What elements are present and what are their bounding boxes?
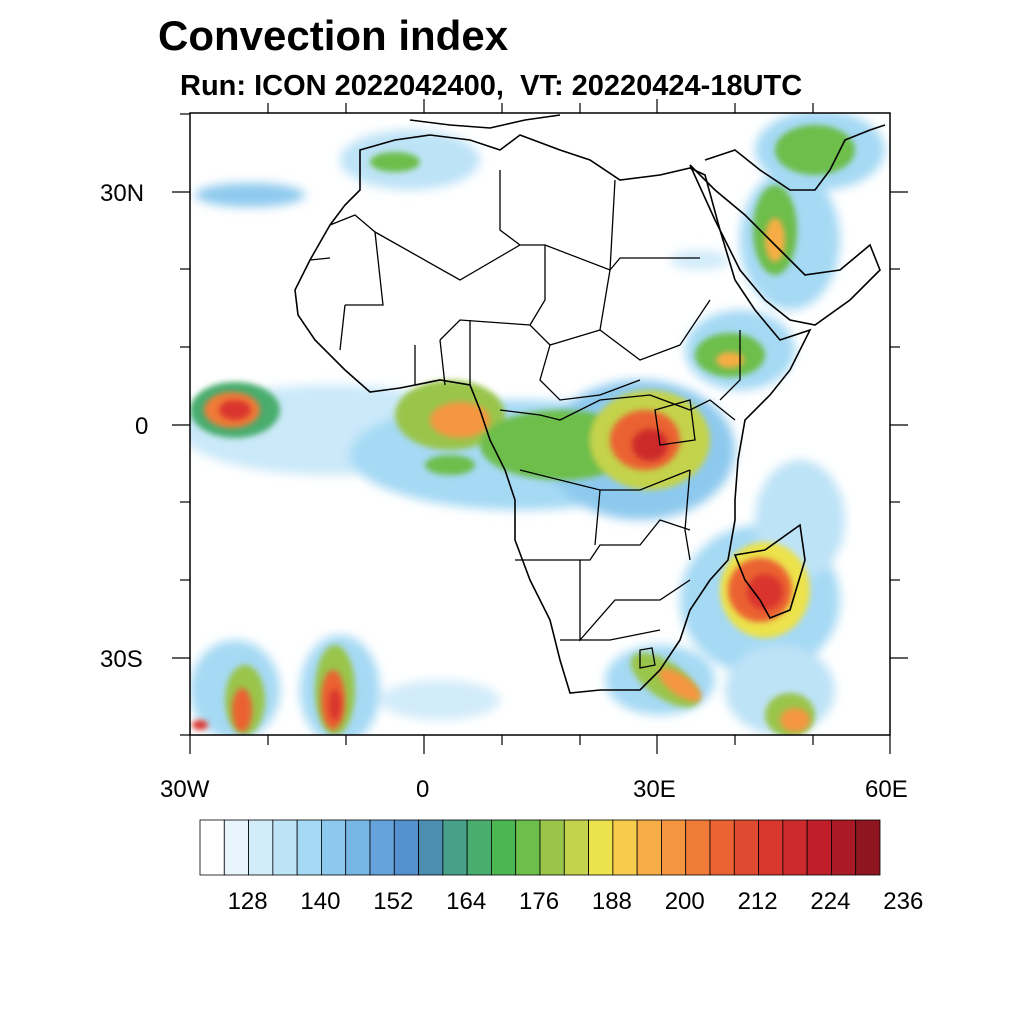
lon-label-0: 0 — [416, 776, 430, 803]
colorbar-tick-label: 236 — [883, 888, 924, 915]
colorbar-tick-label: 176 — [519, 888, 560, 915]
axis-ticks — [172, 99, 908, 754]
coastlines — [294, 114, 886, 694]
map-title: Convection index — [158, 12, 509, 59]
colorbar-tick-label: 224 — [810, 888, 851, 915]
lon-label-60e: 60E — [865, 776, 908, 803]
lon-label-30e: 30E — [633, 776, 676, 803]
colorbar-tick-label: 212 — [737, 888, 778, 915]
lat-label-30s: 30S — [100, 646, 143, 673]
colorbar-tick-label: 128 — [227, 888, 268, 915]
colorbar-tick-label: 152 — [373, 888, 414, 915]
lat-label-0: 0 — [135, 413, 149, 440]
peak-convection-layer — [192, 400, 783, 730]
colorbar-tick-label: 200 — [664, 888, 705, 915]
lat-label-30n: 30N — [100, 180, 145, 207]
map-frame — [189, 112, 891, 736]
country-borders — [309, 170, 741, 669]
colorbar-tick-label: 188 — [591, 888, 632, 915]
map-subtitle: Run: ICON 2022042400, VT: 20220424-18UTC — [180, 70, 803, 102]
lon-label-30w: 30W — [160, 776, 210, 803]
colorbar-tick-label: 164 — [446, 888, 487, 915]
colorbar-tick-label: 140 — [300, 888, 341, 915]
convection-field — [190, 113, 886, 735]
